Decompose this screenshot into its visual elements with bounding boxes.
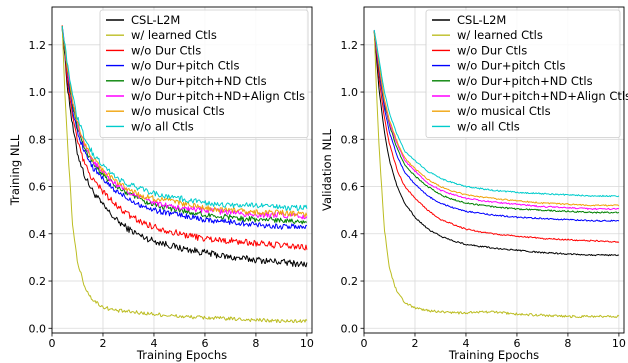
validation-legend-label-6: w/o musical Ctls [457, 104, 551, 118]
training-ytick-label: 0.8 [29, 133, 47, 146]
training-legend-label-3: w/o Dur+pitch Ctls [131, 59, 239, 73]
training-legend-label-1: w/ learned Ctls [131, 28, 217, 42]
validation-xtick-label: 8 [564, 337, 571, 350]
training-panel: 0 2 4 6 8 10 0.0 0.2 0.4 0.6 0.8 1.0 1.2 Training Epo… [8, 6, 314, 362]
training-xtick-label: 6 [201, 337, 208, 350]
validation-ytick-label: 1.0 [341, 86, 359, 99]
training-xtick-label: 4 [150, 337, 157, 350]
training-legend-label-5: w/o Dur+pitch+ND+Align Ctls [131, 89, 305, 103]
training-series-group [61, 25, 308, 324]
validation-series-line-7 [373, 29, 620, 198]
validation-legend-label-0: CSL-L2M [457, 13, 506, 27]
training-series-line-1 [61, 25, 308, 324]
training-series-line-4 [61, 26, 308, 225]
validation-xtick-label: 10 [612, 337, 626, 350]
validation-legend-label-1: w/ learned Ctls [457, 28, 543, 42]
training-plot-frame [51, 6, 313, 334]
validation-legend-label-2: w/o Dur Ctls [457, 43, 527, 57]
training-legend-label-6: w/o musical Ctls [131, 104, 225, 118]
validation-legend-label-5: w/o Dur+pitch+ND+Align Ctls [457, 89, 628, 103]
training-xtick-label: 2 [99, 337, 106, 350]
validation-ytick-label: 0.6 [341, 181, 359, 194]
validation-ytick-label: 1.2 [341, 39, 359, 52]
validation-legend-label-4: w/o Dur+pitch+ND Ctls [457, 74, 593, 88]
validation-series-line-1 [373, 30, 620, 319]
training-series-line-0 [61, 29, 308, 268]
training-series-line-3 [61, 27, 307, 230]
training-ytick-label: 0.2 [29, 275, 47, 288]
validation-ytick-label: 0.2 [341, 275, 359, 288]
validation-ylabel: Validation NLL [320, 128, 334, 210]
validation-xlabel: Training Epochs [448, 348, 539, 362]
training-legend-label-0: CSL-L2M [131, 13, 180, 27]
validation-xtick-label: 6 [513, 337, 520, 350]
validation-ytick-label: 0.0 [341, 322, 359, 335]
validation-series-line-5 [373, 30, 619, 211]
training-xlabel: Training Epochs [136, 348, 227, 362]
training-ytick-label: 0.6 [29, 181, 47, 194]
training-xtick-label: 8 [252, 337, 259, 350]
training-series-line-7 [61, 25, 308, 211]
training-ytick-label: 0.0 [29, 322, 47, 335]
validation-series-line-6 [373, 30, 620, 207]
validation-series-line-0 [373, 31, 620, 257]
validation-panel: 0 2 4 6 8 10 0.0 0.2 0.4 0.6 0.8 1.0 1.2 Training Epo… [320, 6, 628, 362]
validation-legend-label-7: w/o all Ctls [457, 119, 520, 133]
training-legend-label-7: w/o all Ctls [131, 119, 194, 133]
training-ylabel: Training NLL [8, 134, 22, 206]
validation-xtick-label: 2 [411, 337, 418, 350]
validation-xtick-label: 0 [361, 337, 368, 350]
training-legend-label-4: w/o Dur+pitch+ND Ctls [131, 74, 267, 88]
validation-series-line-2 [373, 31, 620, 243]
training-xtick-label: 10 [300, 337, 314, 350]
training-ytick-label: 1.0 [29, 86, 47, 99]
validation-series-line-4 [373, 30, 620, 214]
training-xtick-label: 0 [49, 337, 56, 350]
validation-ytick-label: 0.4 [341, 228, 359, 241]
training-series-line-6 [61, 26, 308, 218]
validation-legend-box [425, 9, 621, 138]
validation-legend-label-3: w/o Dur+pitch Ctls [457, 59, 565, 73]
validation-series-line-3 [373, 30, 620, 222]
training-series-line-2 [61, 25, 308, 251]
validation-xtick-label: 4 [462, 337, 469, 350]
training-legend-box [99, 9, 309, 138]
validation-ytick-label: 0.8 [341, 133, 359, 146]
validation-series-group [373, 29, 620, 319]
validation-plot-frame [363, 6, 625, 334]
training-ytick-label: 1.2 [29, 39, 47, 52]
training-ytick-label: 0.4 [29, 228, 47, 241]
training-legend-label-2: w/o Dur Ctls [131, 43, 201, 57]
